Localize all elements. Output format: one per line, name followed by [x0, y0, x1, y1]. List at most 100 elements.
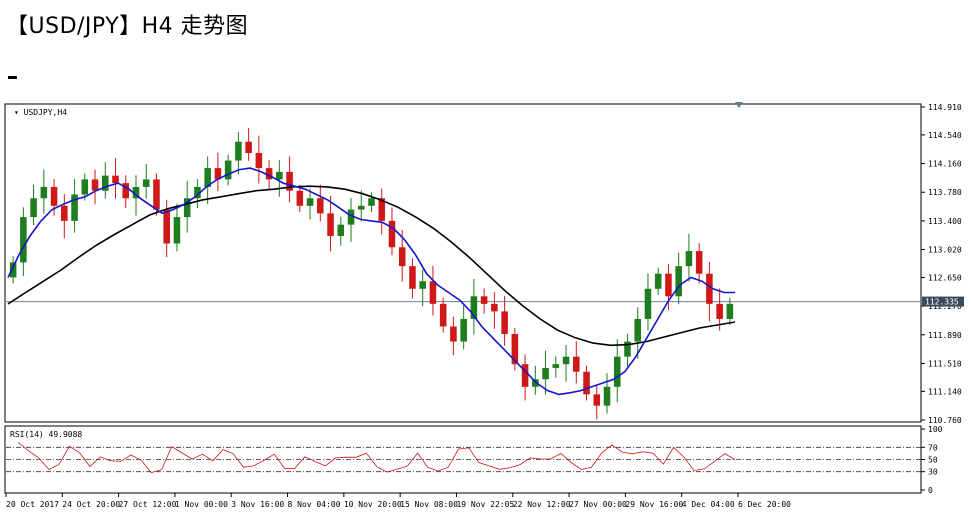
candle-body [50, 186, 58, 206]
shift-marker-icon [735, 102, 743, 108]
candle-body [409, 266, 416, 289]
rsi-tick-label: 70 [928, 443, 938, 452]
time-tick-label: 29 Nov 16:00 [625, 500, 683, 509]
price-tick-label: 113.780 [928, 188, 962, 197]
candle-body [480, 296, 488, 304]
candle-body [61, 205, 68, 221]
candle-body [112, 175, 119, 184]
candle-body [347, 209, 355, 225]
rsi-tick-label: 100 [928, 425, 943, 434]
candle-body [491, 303, 498, 312]
candle-body [511, 334, 519, 365]
price-tick-label: 111.140 [928, 387, 962, 396]
price-tick-label: 111.510 [928, 359, 962, 368]
main-panel-frame [4, 103, 922, 423]
candle-body [368, 198, 375, 206]
candle-body [265, 168, 273, 180]
candle-body [613, 356, 621, 387]
price-tick-label: 113.020 [928, 246, 962, 255]
candle-body [460, 318, 467, 342]
time-tick-label: 4 Dec 04:00 [682, 500, 735, 509]
time-tick-label: 8 Nov 04:00 [288, 500, 341, 509]
candle-body [378, 198, 386, 221]
candle-body [593, 394, 601, 406]
candle-body [173, 217, 181, 244]
price-tick-label: 114.910 [928, 103, 962, 112]
candle-body [654, 273, 662, 289]
candle-body [286, 171, 293, 191]
candle-body [337, 224, 345, 236]
ma-fast-line [7, 167, 735, 396]
rsi-tick-label: 30 [928, 468, 938, 477]
time-tick-label: 22 Nov 12:00 [513, 500, 571, 509]
candle-body [296, 190, 304, 206]
candle-body [562, 356, 570, 365]
candle-body [214, 168, 222, 180]
candle-body [40, 186, 48, 199]
rsi-label: RSI(14) 49.9088 [10, 430, 82, 439]
candle-body [644, 288, 652, 319]
candle-body [470, 296, 478, 319]
candle-body [235, 141, 242, 161]
candle-body [542, 367, 549, 380]
candle-body [194, 186, 201, 199]
candle-body [153, 179, 160, 210]
dash-mark [8, 76, 17, 79]
candle-body [81, 179, 89, 195]
main-plot [6, 128, 921, 420]
price-tick-label: 111.890 [928, 331, 962, 340]
time-tick-label: 27 Nov 00:00 [569, 500, 627, 509]
candle-body [450, 326, 457, 342]
candle-body [624, 341, 631, 357]
candle-body [388, 220, 396, 248]
rsi-tick-label: 50 [928, 456, 938, 465]
candle-body [706, 273, 713, 304]
candle-body [675, 266, 682, 297]
candle-body [204, 168, 211, 187]
candle-body [439, 303, 447, 327]
candle-body [357, 205, 365, 210]
candle-body [419, 281, 426, 289]
time-tick-label: 19 Nov 22:05 [456, 500, 514, 509]
candle-body [163, 209, 170, 244]
candle-body [317, 198, 324, 214]
candle-body [532, 379, 539, 387]
candle-body [91, 179, 99, 191]
candle-body [327, 213, 334, 236]
candle-body [634, 318, 642, 342]
rsi-plot [6, 442, 921, 474]
candle-body [122, 183, 130, 199]
rsi-line [17, 442, 736, 474]
price-tick-label: 112.650 [928, 273, 962, 282]
candle-body [224, 160, 232, 180]
candle-body [306, 198, 314, 206]
candle-body [183, 198, 191, 218]
time-tick-label: 15 Nov 08:00 [400, 500, 458, 509]
candle-body [71, 194, 78, 221]
candle-body [101, 175, 109, 191]
candle-body [501, 311, 508, 335]
rsi-tick-label: 0 [928, 486, 933, 495]
candle-body [429, 281, 437, 304]
time-tick-label: 6 Dec 20:00 [738, 500, 791, 509]
candle-body [30, 198, 37, 218]
price-tick-label: 113.400 [928, 217, 962, 226]
current-price-badge [922, 296, 964, 307]
time-tick-label: 1 Nov 00:00 [175, 500, 228, 509]
time-tick-label: 27 Oct 12:00 [119, 500, 177, 509]
candle-body [9, 262, 17, 278]
candle-body [255, 153, 263, 169]
candle-body [245, 141, 252, 154]
candle-body [521, 364, 529, 387]
candle-body [276, 171, 283, 180]
candle-body [573, 356, 580, 372]
candle-body [398, 247, 406, 267]
current-price-label: 112.335 [925, 298, 959, 307]
candle-body [583, 371, 590, 395]
candle-body [603, 386, 611, 406]
symbol-label: ▾ USDJPY,H4 [14, 108, 67, 117]
candle-body [695, 251, 703, 274]
candle-body [665, 273, 672, 297]
price-tick-label: 114.160 [928, 160, 962, 169]
